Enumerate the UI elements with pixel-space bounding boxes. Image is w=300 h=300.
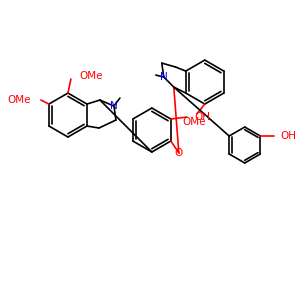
Text: OH: OH xyxy=(280,131,296,141)
Text: OMe: OMe xyxy=(182,117,206,127)
Text: OMe: OMe xyxy=(8,95,31,105)
Text: N: N xyxy=(160,72,168,82)
Text: N: N xyxy=(110,101,118,111)
Text: OH: OH xyxy=(195,112,211,122)
Text: OMe: OMe xyxy=(79,71,102,81)
Text: O: O xyxy=(175,148,183,158)
